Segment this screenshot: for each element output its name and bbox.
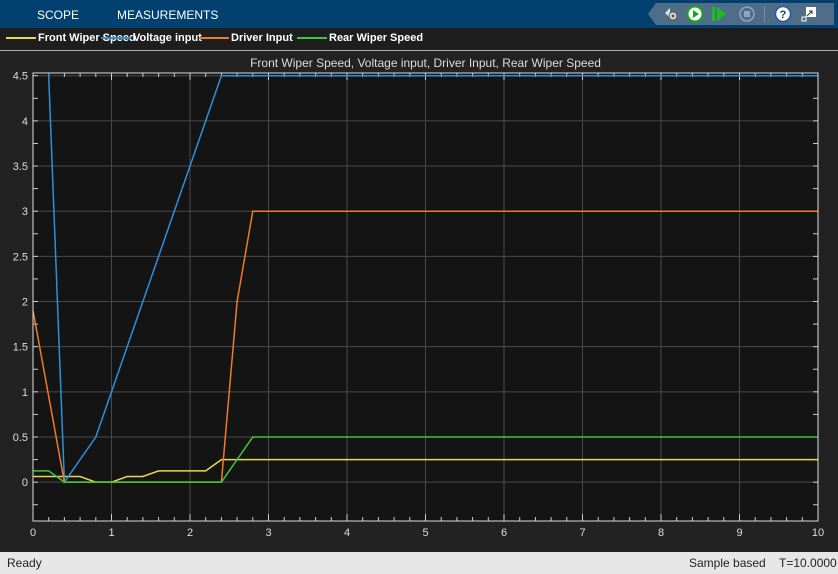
undock-icon[interactable] — [800, 5, 818, 23]
legend-item-front-wiper-speed[interactable]: Front Wiper Speed — [6, 32, 136, 44]
series-line-voltage-input — [47, 73, 818, 485]
x-tick-label: 1 — [108, 527, 114, 539]
y-tick-label: 3.5 — [13, 161, 28, 173]
status-bar: Ready Sample based T=10.0000 — [0, 552, 838, 574]
highlight-settings-icon[interactable] — [662, 5, 680, 23]
legend-label: Voltage input — [133, 32, 202, 44]
legend-item-voltage-input[interactable]: Voltage input — [101, 32, 202, 44]
legend-swatch — [199, 37, 229, 39]
tab-scope[interactable]: SCOPE — [37, 8, 80, 22]
status-text: Ready — [7, 556, 42, 570]
help-icon[interactable]: ? — [774, 5, 792, 23]
series-line-front-wiper-speed — [33, 458, 818, 483]
x-tick-label: 4 — [344, 527, 350, 539]
toolstrip: SCOPE MEASUREMENTS ? — [0, 0, 838, 28]
x-tick-label: 0 — [30, 527, 36, 539]
x-tick-label: 6 — [501, 527, 507, 539]
x-tick-label: 9 — [736, 527, 742, 539]
y-tick-label: 4.5 — [13, 71, 28, 83]
y-tick-label: 2.5 — [13, 251, 28, 263]
y-tick-label: 1 — [22, 387, 28, 399]
series-line-rear-wiper-speed — [33, 436, 818, 483]
x-tick-label: 3 — [265, 527, 271, 539]
legend-label: Rear Wiper Speed — [329, 32, 424, 44]
y-tick-label: 3 — [22, 206, 28, 218]
svg-text:?: ? — [780, 9, 787, 21]
y-tick-label: 0.5 — [13, 432, 28, 444]
legend-item-rear-wiper-speed[interactable]: Rear Wiper Speed — [297, 32, 423, 44]
x-tick-label: 10 — [812, 527, 824, 539]
series-line-driver-input — [33, 210, 818, 483]
quick-access-toolbar: ? — [648, 3, 834, 25]
y-tick-label: 4 — [22, 116, 28, 128]
y-tick-label: 0 — [22, 477, 28, 489]
legend-label: Front Wiper Speed — [38, 32, 136, 44]
x-tick-label: 7 — [579, 527, 585, 539]
legend: Front Wiper Speed Voltage input Driver I… — [0, 28, 838, 51]
series-group — [33, 73, 818, 485]
y-tick-label: 2 — [22, 297, 28, 309]
legend-swatch — [297, 37, 327, 39]
simulation-time: T=10.0000 — [779, 556, 837, 570]
y-tick-label: 1.5 — [13, 342, 28, 354]
tab-measurements[interactable]: MEASUREMENTS — [117, 8, 219, 22]
stop-icon[interactable] — [738, 5, 756, 23]
legend-swatch — [101, 37, 131, 39]
axes-border — [32, 72, 819, 522]
x-tick-label: 5 — [422, 527, 428, 539]
plot-axes[interactable]: 0 1 2 3 4 5 6 7 8 9 10 0 0.5 1 1.5 2 2.5 3 3.5 4 4.5 — [0, 0, 838, 552]
legend-label: Driver Input — [231, 32, 293, 44]
run-icon[interactable] — [686, 5, 704, 23]
plot-title: Front Wiper Speed, Voltage input, Driver… — [250, 56, 601, 70]
x-tick-label: 8 — [658, 527, 664, 539]
legend-swatch — [6, 37, 36, 39]
separator — [764, 6, 765, 22]
step-forward-icon[interactable] — [710, 5, 728, 23]
legend-item-driver-input[interactable]: Driver Input — [199, 32, 293, 44]
sampling-mode: Sample based — [689, 556, 766, 570]
x-tick-label: 2 — [187, 527, 193, 539]
